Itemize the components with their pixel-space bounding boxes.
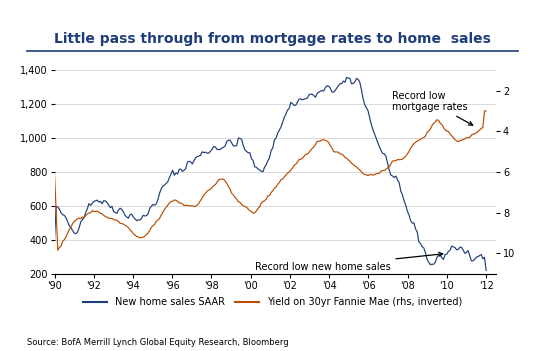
Text: Little pass through from mortgage rates to home  sales: Little pass through from mortgage rates … (54, 32, 492, 46)
Text: Source: BofA Merrill Lynch Global Equity Research, Bloomberg: Source: BofA Merrill Lynch Global Equity… (27, 338, 289, 347)
Text: Record low
mortgage rates: Record low mortgage rates (392, 91, 473, 125)
Legend: New home sales SAAR, Yield on 30yr Fannie Mae (rhs, inverted): New home sales SAAR, Yield on 30yr Fanni… (79, 293, 466, 311)
Text: Record low new home sales: Record low new home sales (255, 252, 443, 272)
